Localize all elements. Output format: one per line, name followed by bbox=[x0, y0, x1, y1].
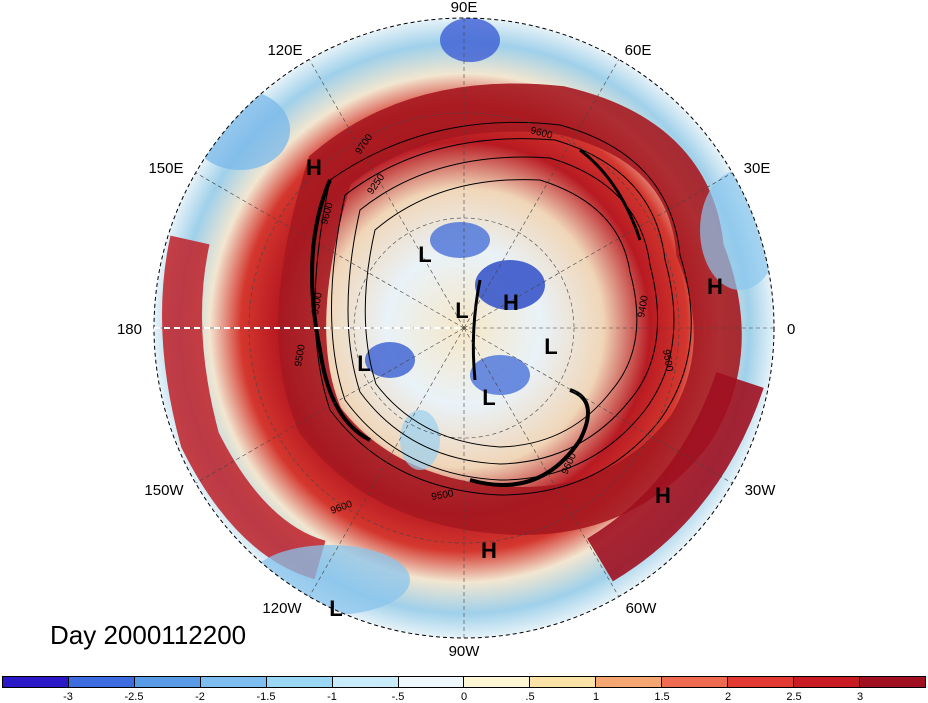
contour-label: 9500 bbox=[310, 291, 325, 315]
colorbar-tick-label: 2 bbox=[724, 691, 732, 703]
anomaly-field bbox=[154, 18, 774, 638]
colorbar-segment bbox=[596, 677, 663, 687]
colorbar-tick-label: -2 bbox=[195, 691, 205, 703]
meridian-lines bbox=[154, 18, 774, 638]
lon-label-120e: 120E bbox=[267, 42, 302, 59]
lon-label-90e: 90E bbox=[451, 0, 478, 16]
low-pressure-marker: L bbox=[357, 351, 370, 376]
contour-label: 9500 bbox=[293, 343, 308, 367]
lon-label-30e: 30E bbox=[744, 160, 771, 177]
colorbar-segment bbox=[859, 677, 925, 687]
lon-label-90w: 90W bbox=[449, 643, 481, 660]
colorbar-segment bbox=[134, 677, 201, 687]
lon-label-0: 0 bbox=[787, 321, 795, 338]
colorbar bbox=[2, 676, 926, 688]
colorbar-segment bbox=[728, 677, 795, 687]
colorbar-segment bbox=[3, 677, 69, 687]
high-pressure-marker: H bbox=[707, 274, 723, 299]
low-pressure-marker: L bbox=[482, 385, 495, 410]
high-pressure-marker: H bbox=[503, 290, 519, 315]
colorbar-tick-label: 3 bbox=[856, 691, 864, 703]
colorbar-segment bbox=[68, 677, 135, 687]
map-title: Day 2000112200 bbox=[50, 620, 247, 650]
colorbar-tick-label: 0 bbox=[460, 691, 468, 703]
colorbar-tick-label: -1 bbox=[327, 691, 337, 703]
low-pressure-marker: L bbox=[329, 596, 342, 621]
lon-label-60e: 60E bbox=[625, 42, 652, 59]
colorbar-tick-label: 2.5 bbox=[786, 691, 802, 703]
high-pressure-marker: H bbox=[655, 483, 671, 508]
colorbar-segment bbox=[662, 677, 729, 687]
lon-label-60w: 60W bbox=[626, 600, 658, 617]
lon-label-30w: 30W bbox=[745, 482, 777, 499]
colorbar-segment bbox=[398, 677, 465, 687]
colorbar-tick-label: -2.5 bbox=[124, 691, 144, 703]
lon-label-150w: 150W bbox=[144, 482, 184, 499]
high-pressure-marker: H bbox=[481, 538, 497, 563]
contour-label: 9500 bbox=[431, 488, 455, 503]
contour-label: 9500 bbox=[660, 349, 675, 373]
colorbar-tick-label: .5 bbox=[525, 691, 535, 703]
colorbar-segment bbox=[332, 677, 399, 687]
colorbar-segment bbox=[200, 677, 267, 687]
colorbar-segment bbox=[794, 677, 860, 687]
lon-label-180: 180 bbox=[117, 321, 142, 338]
colorbar-tick-label: -3 bbox=[63, 691, 73, 703]
low-pressure-marker: L bbox=[455, 298, 468, 323]
colorbar-tick-label: -.5 bbox=[391, 691, 405, 703]
high-pressure-marker: H bbox=[306, 155, 322, 180]
colorbar-segment bbox=[464, 677, 531, 687]
colorbar-tick-label: -1.5 bbox=[256, 691, 276, 703]
colorbar-segment bbox=[266, 677, 333, 687]
low-pressure-marker: L bbox=[418, 242, 431, 267]
lon-label-120w: 120W bbox=[262, 600, 302, 617]
lon-label-150e: 150E bbox=[148, 160, 183, 177]
contour-label: 9400 bbox=[636, 294, 651, 318]
colorbar-tick-label: 1 bbox=[592, 691, 600, 703]
low-pressure-marker: L bbox=[544, 334, 557, 359]
colorbar-segment bbox=[530, 677, 597, 687]
colorbar-tick-label: 1.5 bbox=[654, 691, 670, 703]
